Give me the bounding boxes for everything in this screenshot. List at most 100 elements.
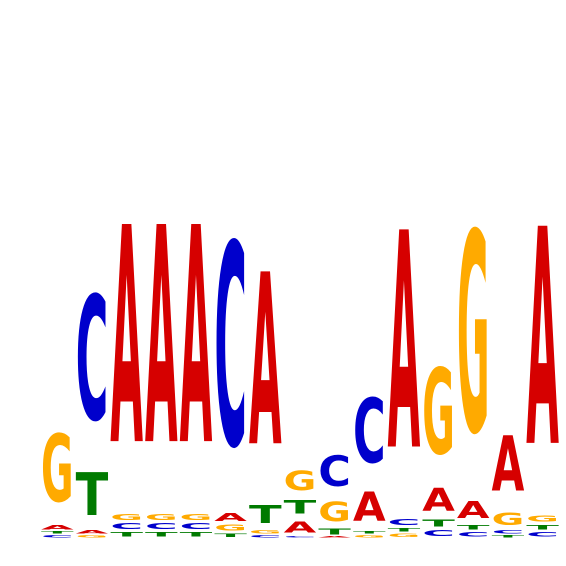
logo-letter-G-pos-6: G: [214, 523, 247, 532]
svg-text:C: C: [145, 522, 178, 531]
svg-text:C: C: [180, 522, 213, 531]
logo-letter-A-pos-6: A: [214, 511, 247, 524]
svg-text:A: A: [318, 536, 351, 538]
svg-text:A: A: [492, 421, 525, 509]
svg-text:T: T: [318, 527, 352, 536]
logo-letter-C-pos-9: C: [318, 448, 351, 496]
svg-text:C: C: [214, 186, 247, 510]
logo-letter-C-pos-15: C: [526, 531, 559, 538]
logo-letter-G-pos-10: G: [353, 534, 386, 538]
svg-text:A: A: [180, 167, 213, 513]
logo-letter-C-pos-5: C: [180, 522, 213, 531]
logo-letter-G-pos-7: G: [249, 529, 282, 534]
logo-letter-A-pos-4: A: [145, 167, 178, 513]
logo-letter-C-pos-8: C: [284, 536, 317, 538]
svg-text:C: C: [76, 262, 109, 460]
logo-letter-T-pos-9: T: [318, 527, 352, 536]
logo-letter-T-pos-15: T: [526, 524, 560, 531]
logo-letter-G-pos-2: G: [76, 534, 109, 538]
logo-letter-A-pos-13: A: [457, 497, 490, 524]
logo-letter-C-pos-12: C: [422, 529, 455, 538]
svg-text:G: G: [145, 512, 178, 521]
svg-text:G: G: [492, 510, 525, 530]
logo-letter-G-pos-13: G: [457, 177, 490, 496]
logo-letter-T-pos-6: T: [214, 533, 248, 538]
svg-text:A: A: [422, 482, 455, 518]
svg-text:G: G: [284, 466, 317, 496]
svg-text:T: T: [422, 518, 455, 529]
svg-text:G: G: [318, 497, 351, 527]
logo-letter-A-pos-9: A: [318, 536, 351, 538]
logo-letter-C-pos-1: C: [41, 535, 74, 539]
svg-text:A: A: [249, 225, 282, 499]
logo-letter-G-pos-1: G: [41, 415, 74, 523]
svg-text:C: C: [492, 529, 525, 534]
svg-text:T: T: [284, 496, 317, 518]
logo-letter-C-pos-11: C: [388, 518, 421, 527]
svg-text:A: A: [526, 168, 559, 514]
svg-text:G: G: [41, 415, 74, 523]
logo-letter-A-pos-2: A: [76, 529, 110, 534]
logo-letter-T-pos-2: T: [76, 460, 109, 529]
logo-letter-T-pos-7: T: [249, 500, 282, 529]
logo-letter-C-pos-4: C: [145, 522, 178, 531]
svg-text:T: T: [249, 500, 282, 529]
logo-letter-G-pos-9: G: [318, 497, 351, 527]
logo-letter-C-pos-14: C: [492, 529, 525, 534]
logo-letter-T-pos-13: T: [457, 524, 491, 531]
svg-text:T: T: [180, 531, 214, 538]
logo-letter-G-pos-4: G: [145, 512, 178, 521]
logo-letter-A-pos-14: A: [492, 421, 525, 509]
logo-letter-A-pos-3: A: [110, 167, 143, 513]
svg-text:G: G: [353, 534, 386, 538]
svg-text:G: G: [422, 344, 455, 482]
logo-letter-A-pos-10: A: [353, 484, 386, 531]
logo-letter-T-pos-4: T: [145, 531, 179, 538]
logo-letter-G-pos-8: G: [284, 466, 317, 496]
svg-text:A: A: [110, 167, 143, 513]
logo-letter-G-pos-14: G: [492, 510, 525, 530]
logo-letter-G-pos-11: G: [388, 533, 421, 538]
svg-text:T: T: [41, 531, 74, 535]
svg-text:C: C: [110, 522, 143, 531]
logo-letter-A-pos-12: A: [422, 482, 455, 518]
svg-text:T: T: [110, 531, 144, 538]
svg-text:T: T: [492, 534, 525, 538]
svg-text:T: T: [353, 531, 386, 535]
logo-letter-T-pos-1: T: [41, 531, 74, 535]
svg-text:C: C: [249, 535, 282, 539]
logo-letter-A-pos-1: A: [41, 524, 75, 531]
logo-letter-G-pos-3: G: [110, 512, 143, 521]
logo-letter-G-pos-15: G: [526, 514, 559, 523]
logo-letter-A-pos-11: A: [388, 172, 421, 518]
svg-text:C: C: [422, 529, 455, 538]
svg-text:G: G: [76, 534, 109, 538]
svg-text:G: G: [457, 177, 490, 496]
logo-letter-T-pos-14: T: [492, 534, 525, 538]
svg-text:T: T: [76, 460, 109, 529]
logo-letter-A-pos-7: A: [249, 225, 282, 499]
svg-text:T: T: [214, 533, 248, 538]
logo-letter-C-pos-6: C: [214, 186, 247, 510]
svg-text:G: G: [110, 512, 143, 521]
logo-letter-A-pos-8: A: [284, 519, 317, 537]
svg-text:C: C: [284, 536, 317, 538]
logo-letter-A-pos-5: A: [180, 167, 213, 513]
svg-text:T: T: [457, 524, 491, 531]
svg-text:C: C: [526, 531, 559, 538]
svg-text:G: G: [214, 523, 247, 532]
logo-letter-T-pos-11: T: [388, 527, 422, 532]
logo-letter-C-pos-2: C: [76, 262, 109, 460]
logo-letter-C-pos-3: C: [110, 522, 143, 531]
svg-text:A: A: [388, 172, 421, 518]
logo-letter-G-pos-12: G: [422, 344, 455, 482]
logo-letter-T-pos-5: T: [180, 531, 214, 538]
svg-text:A: A: [353, 484, 386, 531]
svg-text:G: G: [180, 512, 213, 521]
svg-text:A: A: [214, 511, 247, 524]
svg-text:G: G: [249, 529, 282, 534]
svg-text:T: T: [388, 527, 422, 532]
logo-letter-C-pos-7: C: [249, 535, 282, 539]
svg-text:C: C: [457, 531, 490, 538]
